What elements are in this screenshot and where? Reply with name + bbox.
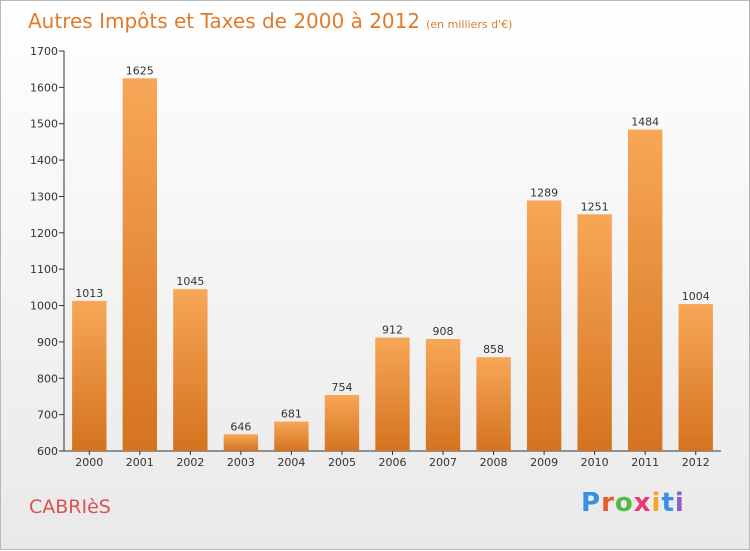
bar-value-label: 912: [382, 324, 403, 337]
chart-subtitle: (en milliers d'€): [426, 18, 513, 31]
bar-value-label: 908: [433, 325, 454, 338]
x-tick-label: 2002: [176, 456, 204, 469]
bar: [72, 300, 107, 451]
bar-value-label: 681: [281, 408, 302, 421]
x-axis: 2000 2001 2002 2003 2004 2005 2006 2007 2008 2009…: [64, 450, 721, 469]
y-axis: 600 700 800 900 1000 1100 1200 1300 1400 1500 1600…: [30, 45, 65, 458]
y-tick-label: 1000: [30, 300, 58, 313]
x-tick-label: 2010: [581, 456, 609, 469]
chart-title-text: Autres Impôts et Taxes de 2000 à 2012: [28, 9, 421, 33]
bar-value-label: 1013: [75, 287, 103, 300]
bar: [173, 289, 208, 451]
y-tick-label: 1600: [30, 81, 58, 94]
bar-value-label: 1484: [631, 116, 659, 129]
x-tick-label: 2005: [328, 456, 356, 469]
logo-letter: t: [661, 488, 675, 518]
y-tick-label: 1500: [30, 118, 58, 131]
y-tick-label: 600: [37, 445, 58, 458]
y-tick-label: 900: [37, 336, 58, 349]
bar-value-label: 1289: [530, 186, 558, 199]
bar-value-label: 1045: [176, 275, 204, 288]
bars: 1013 1625 1045 646 681 754 912 908 858 1289 1251 14…: [72, 64, 713, 451]
chart-title: Autres Impôts et Taxes de 2000 à 2012 (en…: [28, 9, 512, 33]
bar: [223, 434, 259, 451]
x-tick-label: 2008: [480, 456, 508, 469]
logo-letter: o: [614, 488, 634, 518]
bar: [526, 200, 562, 451]
x-tick-label: 2011: [631, 456, 659, 469]
x-tick-label: 2003: [227, 456, 255, 469]
logo-letter: P: [581, 488, 602, 518]
y-tick-label: 1400: [30, 154, 58, 167]
x-tick-label: 2006: [379, 456, 407, 469]
logo-letter: r: [601, 488, 615, 518]
bar-value-label: 1004: [682, 290, 710, 303]
y-tick-label: 800: [37, 372, 58, 385]
logo-letter: i: [651, 488, 662, 518]
bar: [122, 78, 157, 451]
x-tick-label: 2000: [75, 456, 103, 469]
commune-name: CABRIèS: [29, 496, 111, 518]
x-tick-label: 2004: [277, 456, 305, 469]
bar: [678, 304, 713, 451]
bar: [628, 129, 663, 451]
y-tick-label: 1200: [30, 227, 58, 240]
bar-value-label: 1251: [581, 200, 609, 213]
x-tick-label: 2001: [126, 456, 154, 469]
x-tick-label: 2012: [682, 456, 710, 469]
bar-value-label: 646: [230, 420, 251, 433]
y-tick-label: 1300: [30, 190, 58, 203]
logo-letter: i: [674, 488, 685, 518]
proxiti-logo: Proxiti: [581, 488, 685, 518]
bar: [324, 395, 360, 451]
bar: [425, 339, 461, 451]
y-tick-label: 700: [37, 409, 58, 422]
bar-value-label: 1625: [126, 64, 154, 77]
bar: [274, 421, 309, 451]
bar: [476, 357, 511, 451]
bar-value-label: 754: [331, 381, 352, 394]
bar: [577, 214, 612, 451]
bar-value-label: 858: [483, 343, 504, 356]
x-tick-label: 2009: [530, 456, 558, 469]
logo-letter: x: [633, 488, 652, 518]
x-tick-label: 2007: [429, 456, 457, 469]
bar: [375, 337, 410, 451]
y-tick-label: 1700: [30, 45, 58, 58]
y-tick-label: 1100: [30, 263, 58, 276]
